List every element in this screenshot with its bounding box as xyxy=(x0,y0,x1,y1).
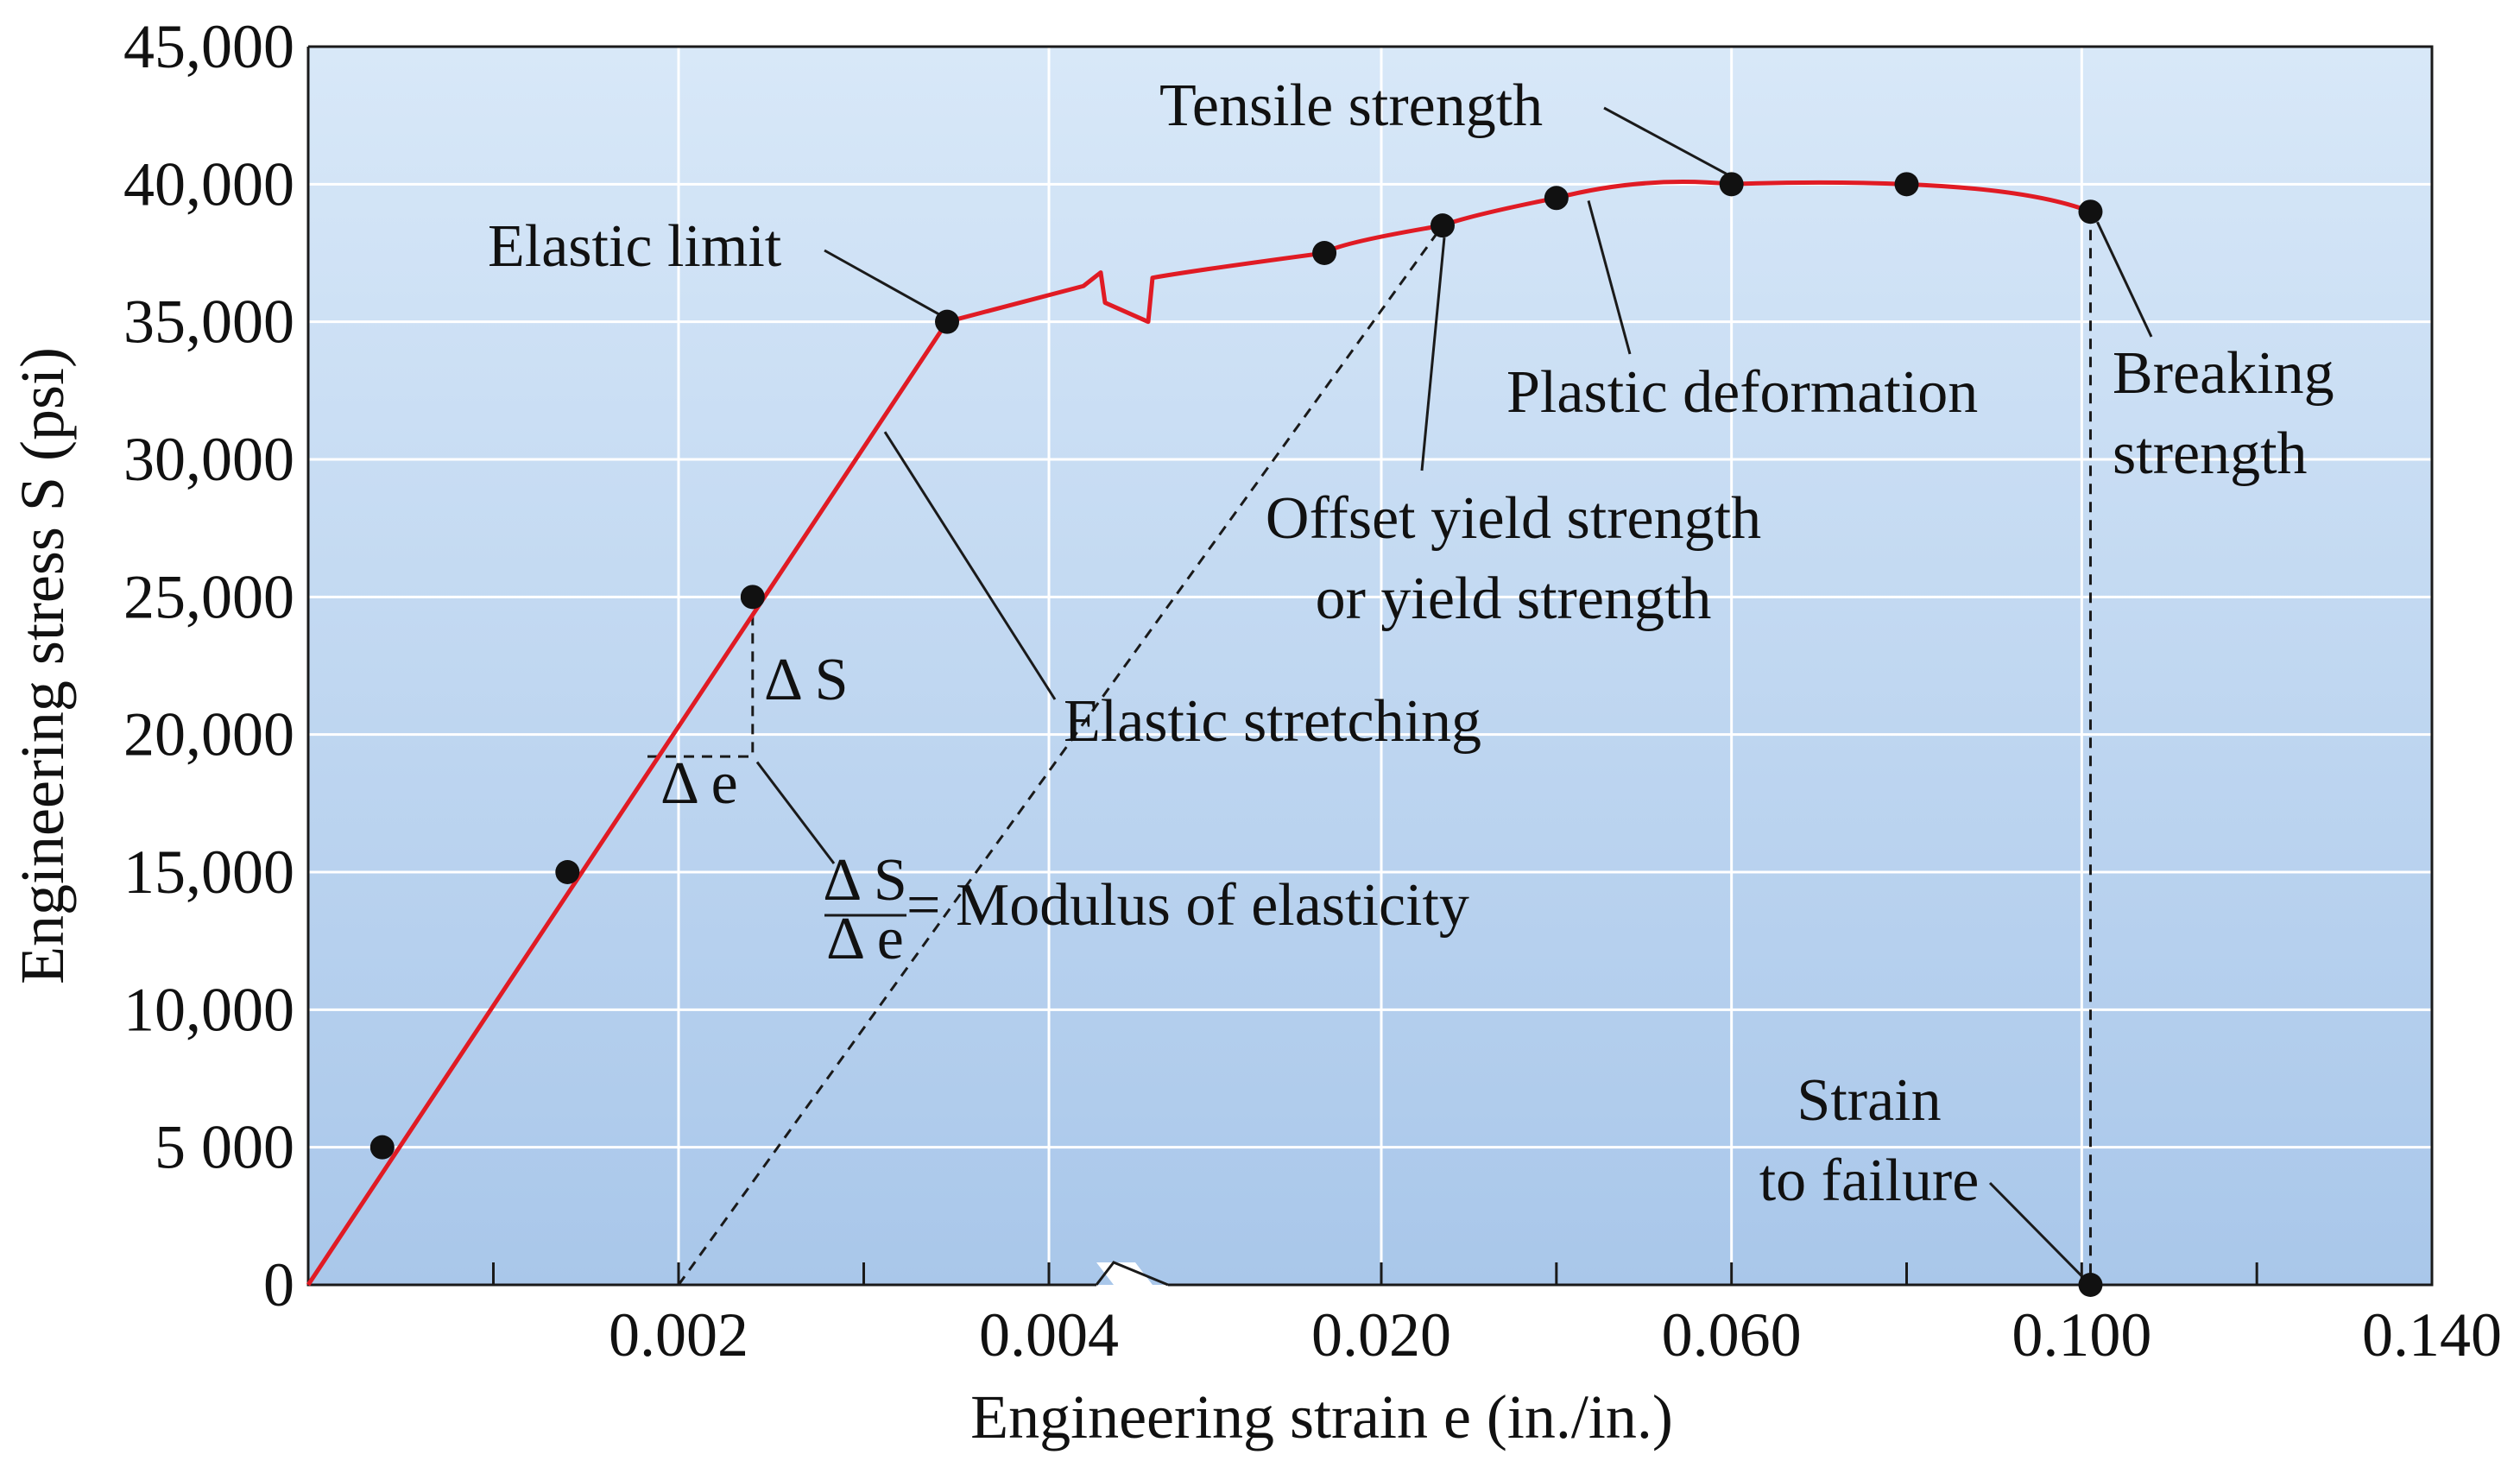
leader-strain xyxy=(1988,1181,2085,1280)
axis-break-mask xyxy=(1096,1262,1170,1307)
x-axis-title: Engineering strain e (in./in.) xyxy=(970,1382,1673,1452)
grid xyxy=(308,47,2432,1285)
data-point-1 xyxy=(555,860,580,884)
data-point-6 xyxy=(1544,186,1569,211)
modulus-denominator: Δ e xyxy=(826,906,904,972)
x-tick-label-2: 0.020 xyxy=(1311,1300,1451,1369)
data-point-3 xyxy=(935,309,960,334)
leader-lines xyxy=(755,106,2153,1280)
y-tick-label-1: 5 000 xyxy=(155,1113,294,1182)
data-point-8 xyxy=(1894,172,1919,197)
annotation-offset-yield-line1: Offset yield strength xyxy=(1266,485,1761,552)
annotation-delta-s: Δ S xyxy=(764,647,849,713)
y-tick-label-8: 40,000 xyxy=(123,149,294,218)
leader-plastic xyxy=(1587,200,1632,355)
leader-offset-yield xyxy=(1420,237,1446,471)
annotation-delta-e: Δ e xyxy=(660,750,738,817)
data-point-4 xyxy=(1312,241,1337,265)
y-tick-label-0: 0 xyxy=(263,1250,294,1319)
x-ticks xyxy=(492,1262,2258,1285)
modulus-numerator: Δ S xyxy=(823,847,907,914)
leader-breaking xyxy=(2096,221,2153,338)
data-point-2 xyxy=(740,585,765,610)
x-tick-labels: 0.002 0.004 0.020 0.060 0.100 0.140 xyxy=(609,1300,2502,1369)
y-tick-label-5: 25,000 xyxy=(123,562,294,631)
y-tick-label-4: 20,000 xyxy=(123,700,294,769)
x-tick-label-1: 0.004 xyxy=(979,1300,1119,1369)
annotation-modulus-of-elasticity: = Modulus of elasticity xyxy=(906,872,1469,939)
annotation-elastic-stretching: Elastic stretching xyxy=(1064,688,1481,755)
y-tick-label-6: 30,000 xyxy=(123,425,294,494)
x-tick-label-5: 0.140 xyxy=(2362,1300,2502,1369)
x-tick-label-4: 0.100 xyxy=(2012,1300,2151,1369)
annotation-strain-line1: Strain xyxy=(1797,1067,1941,1134)
y-tick-label-2: 10,000 xyxy=(123,975,294,1044)
leader-modulus xyxy=(755,761,836,864)
leader-tensile xyxy=(1603,106,1727,175)
y-tick-label-7: 35,000 xyxy=(123,288,294,357)
data-points xyxy=(369,172,2103,1297)
y-tick-label-3: 15,000 xyxy=(123,838,294,907)
x-tick-label-3: 0.060 xyxy=(1662,1300,1802,1369)
annotation-offset-yield-line2: or yield strength xyxy=(1316,566,1712,632)
data-point-7 xyxy=(1719,172,1744,197)
data-point-9 xyxy=(2078,199,2103,225)
annotation-plastic-deformation: Plastic deformation xyxy=(1506,359,1978,426)
leader-elastic-stretching xyxy=(883,431,1057,700)
x-axis-break-mark xyxy=(1095,1261,1169,1287)
data-point-5 xyxy=(1430,213,1455,238)
y-axis-title: Engineering stress S (psi) xyxy=(8,347,77,984)
data-point-0 xyxy=(369,1135,395,1160)
annotation-tensile-strength: Tensile strength xyxy=(1159,73,1543,139)
offset-line xyxy=(677,225,1444,1286)
annotation-elastic-limit: Elastic limit xyxy=(488,213,782,280)
annotation-breaking-line1: Breaking xyxy=(2113,340,2334,407)
x-tick-label-0: 0.002 xyxy=(609,1300,748,1369)
data-point-10 xyxy=(2078,1273,2103,1297)
plot-background xyxy=(308,47,2432,1285)
leader-elastic-limit xyxy=(824,249,941,316)
annotation-breaking-line2: strength xyxy=(2113,421,2308,487)
construction-lines xyxy=(647,212,2092,1286)
annotation-strain-line2: to failure xyxy=(1759,1148,1980,1214)
y-tick-label-9: 45,000 xyxy=(123,12,294,81)
y-tick-labels: 0 5 000 10,000 15,000 20,000 25,000 30,000 35,0… xyxy=(123,12,294,1319)
